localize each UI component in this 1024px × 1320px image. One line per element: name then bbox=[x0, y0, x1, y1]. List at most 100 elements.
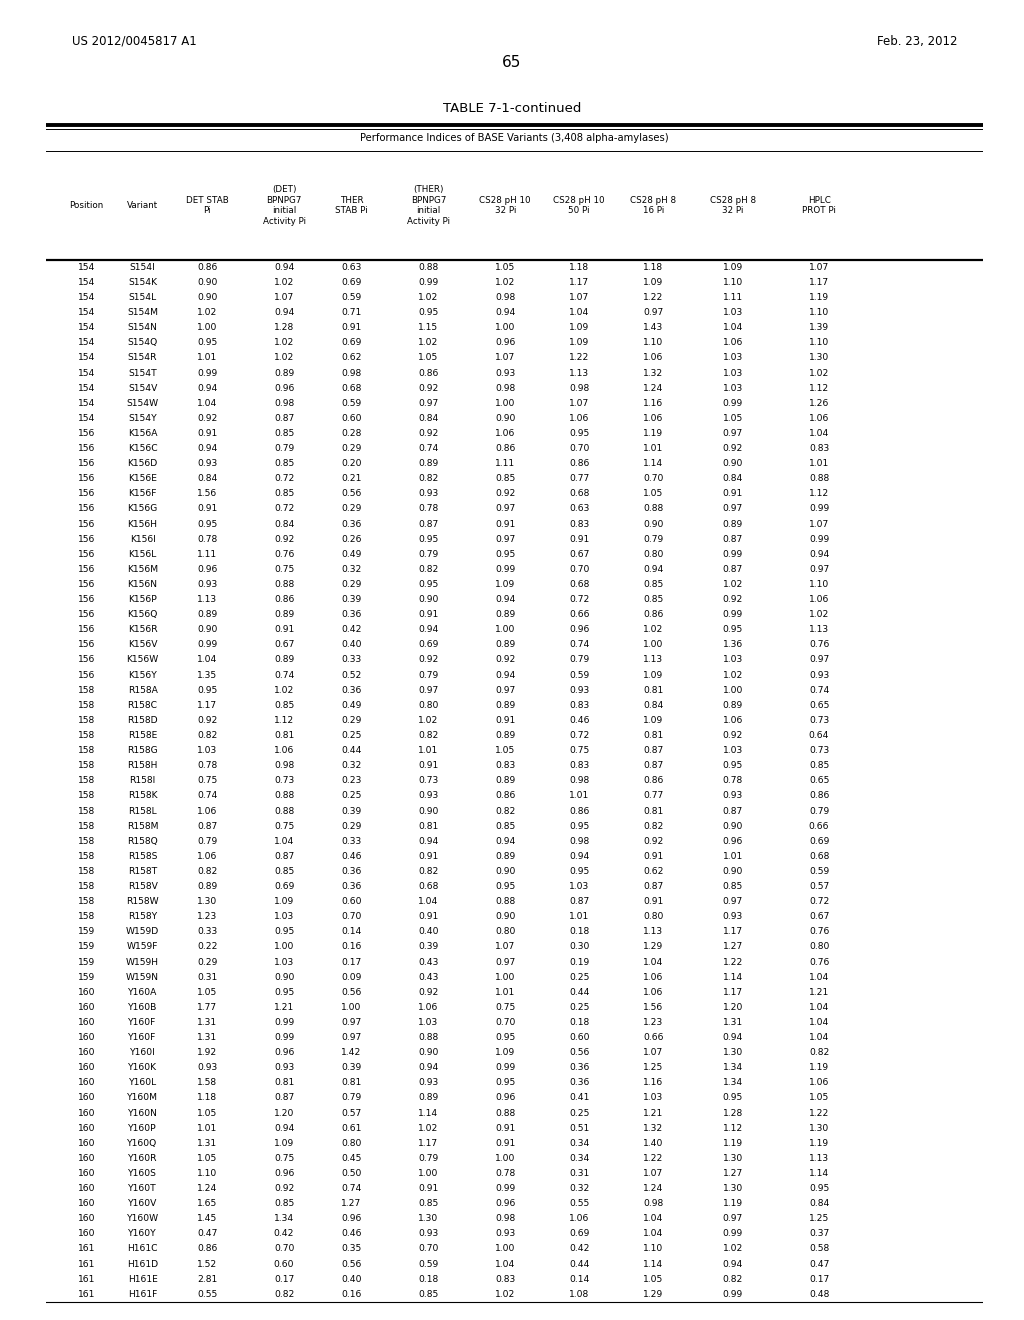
Text: 0.36: 0.36 bbox=[569, 1078, 590, 1088]
Text: 156: 156 bbox=[78, 549, 95, 558]
Text: 0.95: 0.95 bbox=[569, 821, 590, 830]
Text: 0.92: 0.92 bbox=[273, 535, 294, 544]
Text: H161C: H161C bbox=[127, 1245, 158, 1254]
Text: 0.56: 0.56 bbox=[341, 490, 361, 499]
Text: 159: 159 bbox=[78, 928, 95, 936]
Text: 1.01: 1.01 bbox=[197, 1123, 217, 1133]
Text: 0.95: 0.95 bbox=[197, 685, 217, 694]
Text: 0.23: 0.23 bbox=[341, 776, 361, 785]
Text: 0.87: 0.87 bbox=[197, 821, 217, 830]
Text: 0.32: 0.32 bbox=[569, 1184, 590, 1193]
Text: 1.06: 1.06 bbox=[569, 1214, 590, 1224]
Text: 156: 156 bbox=[78, 490, 95, 499]
Text: 0.87: 0.87 bbox=[723, 565, 743, 574]
Text: R158W: R158W bbox=[126, 898, 159, 906]
Text: 0.94: 0.94 bbox=[273, 263, 294, 272]
Text: 0.95: 0.95 bbox=[197, 338, 217, 347]
Text: R158Y: R158Y bbox=[128, 912, 158, 921]
Text: K156C: K156C bbox=[128, 444, 158, 453]
Text: R158E: R158E bbox=[128, 731, 158, 741]
Text: 1.25: 1.25 bbox=[643, 1063, 664, 1072]
Text: 0.47: 0.47 bbox=[197, 1229, 217, 1238]
Text: 0.95: 0.95 bbox=[569, 867, 590, 876]
Text: TABLE 7-1-continued: TABLE 7-1-continued bbox=[442, 102, 582, 115]
Text: 0.88: 0.88 bbox=[495, 898, 515, 906]
Text: 1.00: 1.00 bbox=[723, 685, 743, 694]
Text: 0.98: 0.98 bbox=[569, 776, 590, 785]
Text: 0.72: 0.72 bbox=[569, 595, 590, 605]
Text: 0.92: 0.92 bbox=[723, 595, 743, 605]
Text: 0.90: 0.90 bbox=[495, 867, 515, 876]
Text: DET STAB
Pi: DET STAB Pi bbox=[186, 195, 228, 215]
Text: 0.88: 0.88 bbox=[274, 792, 294, 800]
Text: 160: 160 bbox=[78, 1154, 95, 1163]
Text: 1.10: 1.10 bbox=[809, 579, 829, 589]
Text: 1.30: 1.30 bbox=[809, 1123, 829, 1133]
Text: 0.72: 0.72 bbox=[273, 474, 294, 483]
Text: 0.70: 0.70 bbox=[569, 444, 590, 453]
Text: 1.21: 1.21 bbox=[643, 1109, 664, 1118]
Text: 1.01: 1.01 bbox=[569, 792, 590, 800]
Text: 0.60: 0.60 bbox=[273, 1259, 294, 1269]
Text: K156R: K156R bbox=[128, 626, 158, 635]
Text: 1.03: 1.03 bbox=[274, 957, 294, 966]
Text: 1.14: 1.14 bbox=[643, 459, 664, 469]
Text: 0.34: 0.34 bbox=[569, 1154, 590, 1163]
Text: 1.31: 1.31 bbox=[198, 1034, 217, 1041]
Text: 0.99: 0.99 bbox=[418, 279, 438, 286]
Text: 0.39: 0.39 bbox=[341, 595, 361, 605]
Text: 0.78: 0.78 bbox=[418, 504, 438, 513]
Text: 0.56: 0.56 bbox=[569, 1048, 590, 1057]
Text: 0.93: 0.93 bbox=[723, 792, 743, 800]
Text: 1.05: 1.05 bbox=[495, 746, 515, 755]
Text: 1.24: 1.24 bbox=[643, 1184, 664, 1193]
Text: 0.31: 0.31 bbox=[197, 973, 217, 982]
Text: 0.59: 0.59 bbox=[809, 867, 829, 876]
Text: 1.05: 1.05 bbox=[197, 1154, 217, 1163]
Text: 1.12: 1.12 bbox=[809, 490, 829, 499]
Text: 1.24: 1.24 bbox=[643, 384, 664, 392]
Text: 1.19: 1.19 bbox=[809, 1063, 829, 1072]
Text: 0.99: 0.99 bbox=[274, 1018, 294, 1027]
Text: 0.16: 0.16 bbox=[341, 1290, 361, 1299]
Text: US 2012/0045817 A1: US 2012/0045817 A1 bbox=[72, 34, 197, 48]
Text: 0.67: 0.67 bbox=[569, 549, 590, 558]
Text: 0.70: 0.70 bbox=[273, 1245, 294, 1254]
Text: 0.97: 0.97 bbox=[495, 504, 515, 513]
Text: 156: 156 bbox=[78, 626, 95, 635]
Text: 1.00: 1.00 bbox=[495, 626, 515, 635]
Text: 1.56: 1.56 bbox=[197, 490, 217, 499]
Text: 0.37: 0.37 bbox=[809, 1229, 829, 1238]
Text: 1.06: 1.06 bbox=[273, 746, 294, 755]
Text: Y160V: Y160V bbox=[128, 1199, 158, 1208]
Text: 0.85: 0.85 bbox=[274, 459, 294, 469]
Text: 0.29: 0.29 bbox=[341, 579, 361, 589]
Text: 0.14: 0.14 bbox=[569, 1275, 590, 1283]
Text: 0.95: 0.95 bbox=[495, 1034, 515, 1041]
Text: 0.79: 0.79 bbox=[809, 807, 829, 816]
Text: 0.94: 0.94 bbox=[569, 851, 590, 861]
Text: 0.80: 0.80 bbox=[495, 928, 515, 936]
Text: 0.82: 0.82 bbox=[418, 474, 438, 483]
Text: 0.80: 0.80 bbox=[809, 942, 829, 952]
Text: 1.30: 1.30 bbox=[809, 354, 829, 363]
Text: 0.81: 0.81 bbox=[418, 821, 438, 830]
Text: 1.02: 1.02 bbox=[723, 671, 743, 680]
Text: 0.93: 0.93 bbox=[418, 1229, 438, 1238]
Text: 1.06: 1.06 bbox=[723, 338, 743, 347]
Text: 0.75: 0.75 bbox=[495, 1003, 515, 1012]
Text: 0.89: 0.89 bbox=[274, 368, 294, 378]
Text: 0.69: 0.69 bbox=[341, 279, 361, 286]
Text: 161: 161 bbox=[78, 1275, 95, 1283]
Text: 0.95: 0.95 bbox=[495, 549, 515, 558]
Text: 0.90: 0.90 bbox=[418, 807, 438, 816]
Text: 0.83: 0.83 bbox=[495, 762, 515, 770]
Text: 0.69: 0.69 bbox=[809, 837, 829, 846]
Text: 0.41: 0.41 bbox=[569, 1093, 590, 1102]
Text: 0.78: 0.78 bbox=[197, 762, 217, 770]
Text: 0.69: 0.69 bbox=[341, 338, 361, 347]
Text: 0.82: 0.82 bbox=[418, 565, 438, 574]
Text: 0.36: 0.36 bbox=[341, 882, 361, 891]
Text: 2.81: 2.81 bbox=[197, 1275, 217, 1283]
Text: 0.96: 0.96 bbox=[495, 1093, 515, 1102]
